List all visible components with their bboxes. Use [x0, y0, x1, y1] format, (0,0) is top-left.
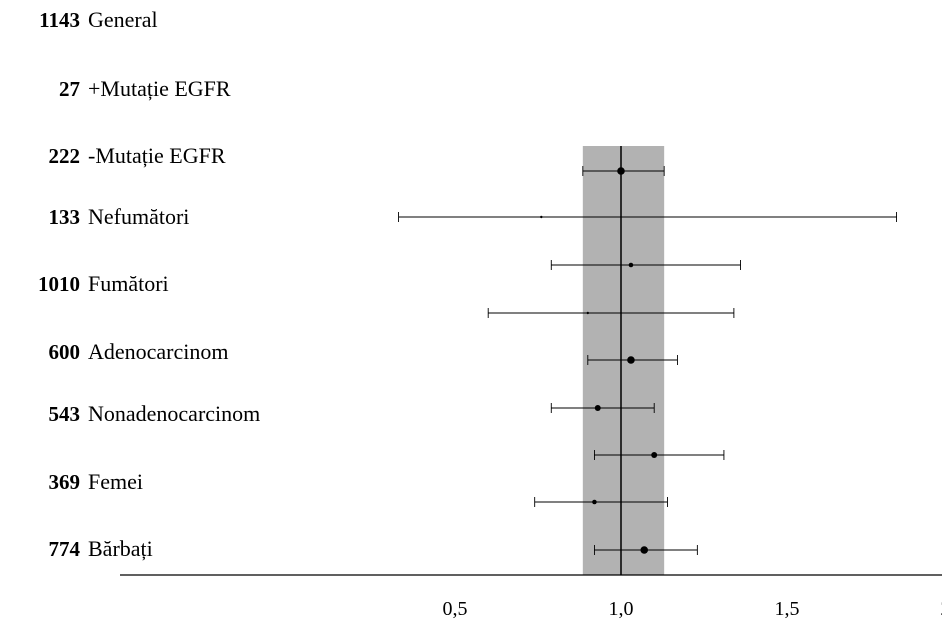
point-estimate [628, 262, 634, 268]
row-label: -Mutație EGFR [88, 143, 226, 168]
point-estimate [651, 452, 658, 458]
point-estimate [617, 167, 625, 175]
ci-row [593, 545, 698, 555]
point-estimate [586, 311, 589, 315]
point-estimate [540, 215, 543, 219]
ci-row [487, 308, 735, 318]
row-label: Bărbați [88, 536, 153, 561]
row-label: Nonadenocarcinom [88, 401, 261, 426]
x-tick-label: 1,0 [609, 598, 634, 620]
row-count: 543 [48, 402, 81, 426]
row-count: 1143 [39, 8, 80, 32]
ci-row [534, 497, 668, 507]
row-label: General [88, 7, 158, 32]
x-tick-label: 0,5 [443, 598, 468, 620]
ci-row [398, 212, 898, 222]
ci-row [550, 260, 741, 270]
row-count: 600 [48, 340, 81, 364]
row-count: 1010 [38, 272, 80, 296]
point-estimate [592, 499, 597, 505]
point-estimate [594, 405, 601, 411]
x-tick-label: 2,0 [941, 598, 942, 620]
row-count: 774 [48, 537, 81, 561]
row-label: Fumători [88, 271, 169, 296]
row-label: Nefumători [88, 204, 190, 229]
ci-row [587, 355, 678, 365]
row-label: Femei [88, 469, 143, 494]
x-tick-label: 1,5 [775, 598, 800, 620]
point-estimate [627, 356, 635, 364]
row-count: 369 [48, 470, 81, 494]
ci-row [550, 403, 655, 413]
row-label: +Mutație EGFR [88, 76, 231, 101]
row-label: Adenocarcinom [88, 339, 229, 364]
row-count: 222 [48, 144, 81, 168]
ci-row [593, 450, 725, 460]
ci-row [582, 166, 665, 176]
row-count: 133 [48, 205, 81, 229]
point-estimate [640, 546, 649, 554]
row-count: 27 [59, 77, 80, 101]
confidence-band [582, 146, 665, 575]
